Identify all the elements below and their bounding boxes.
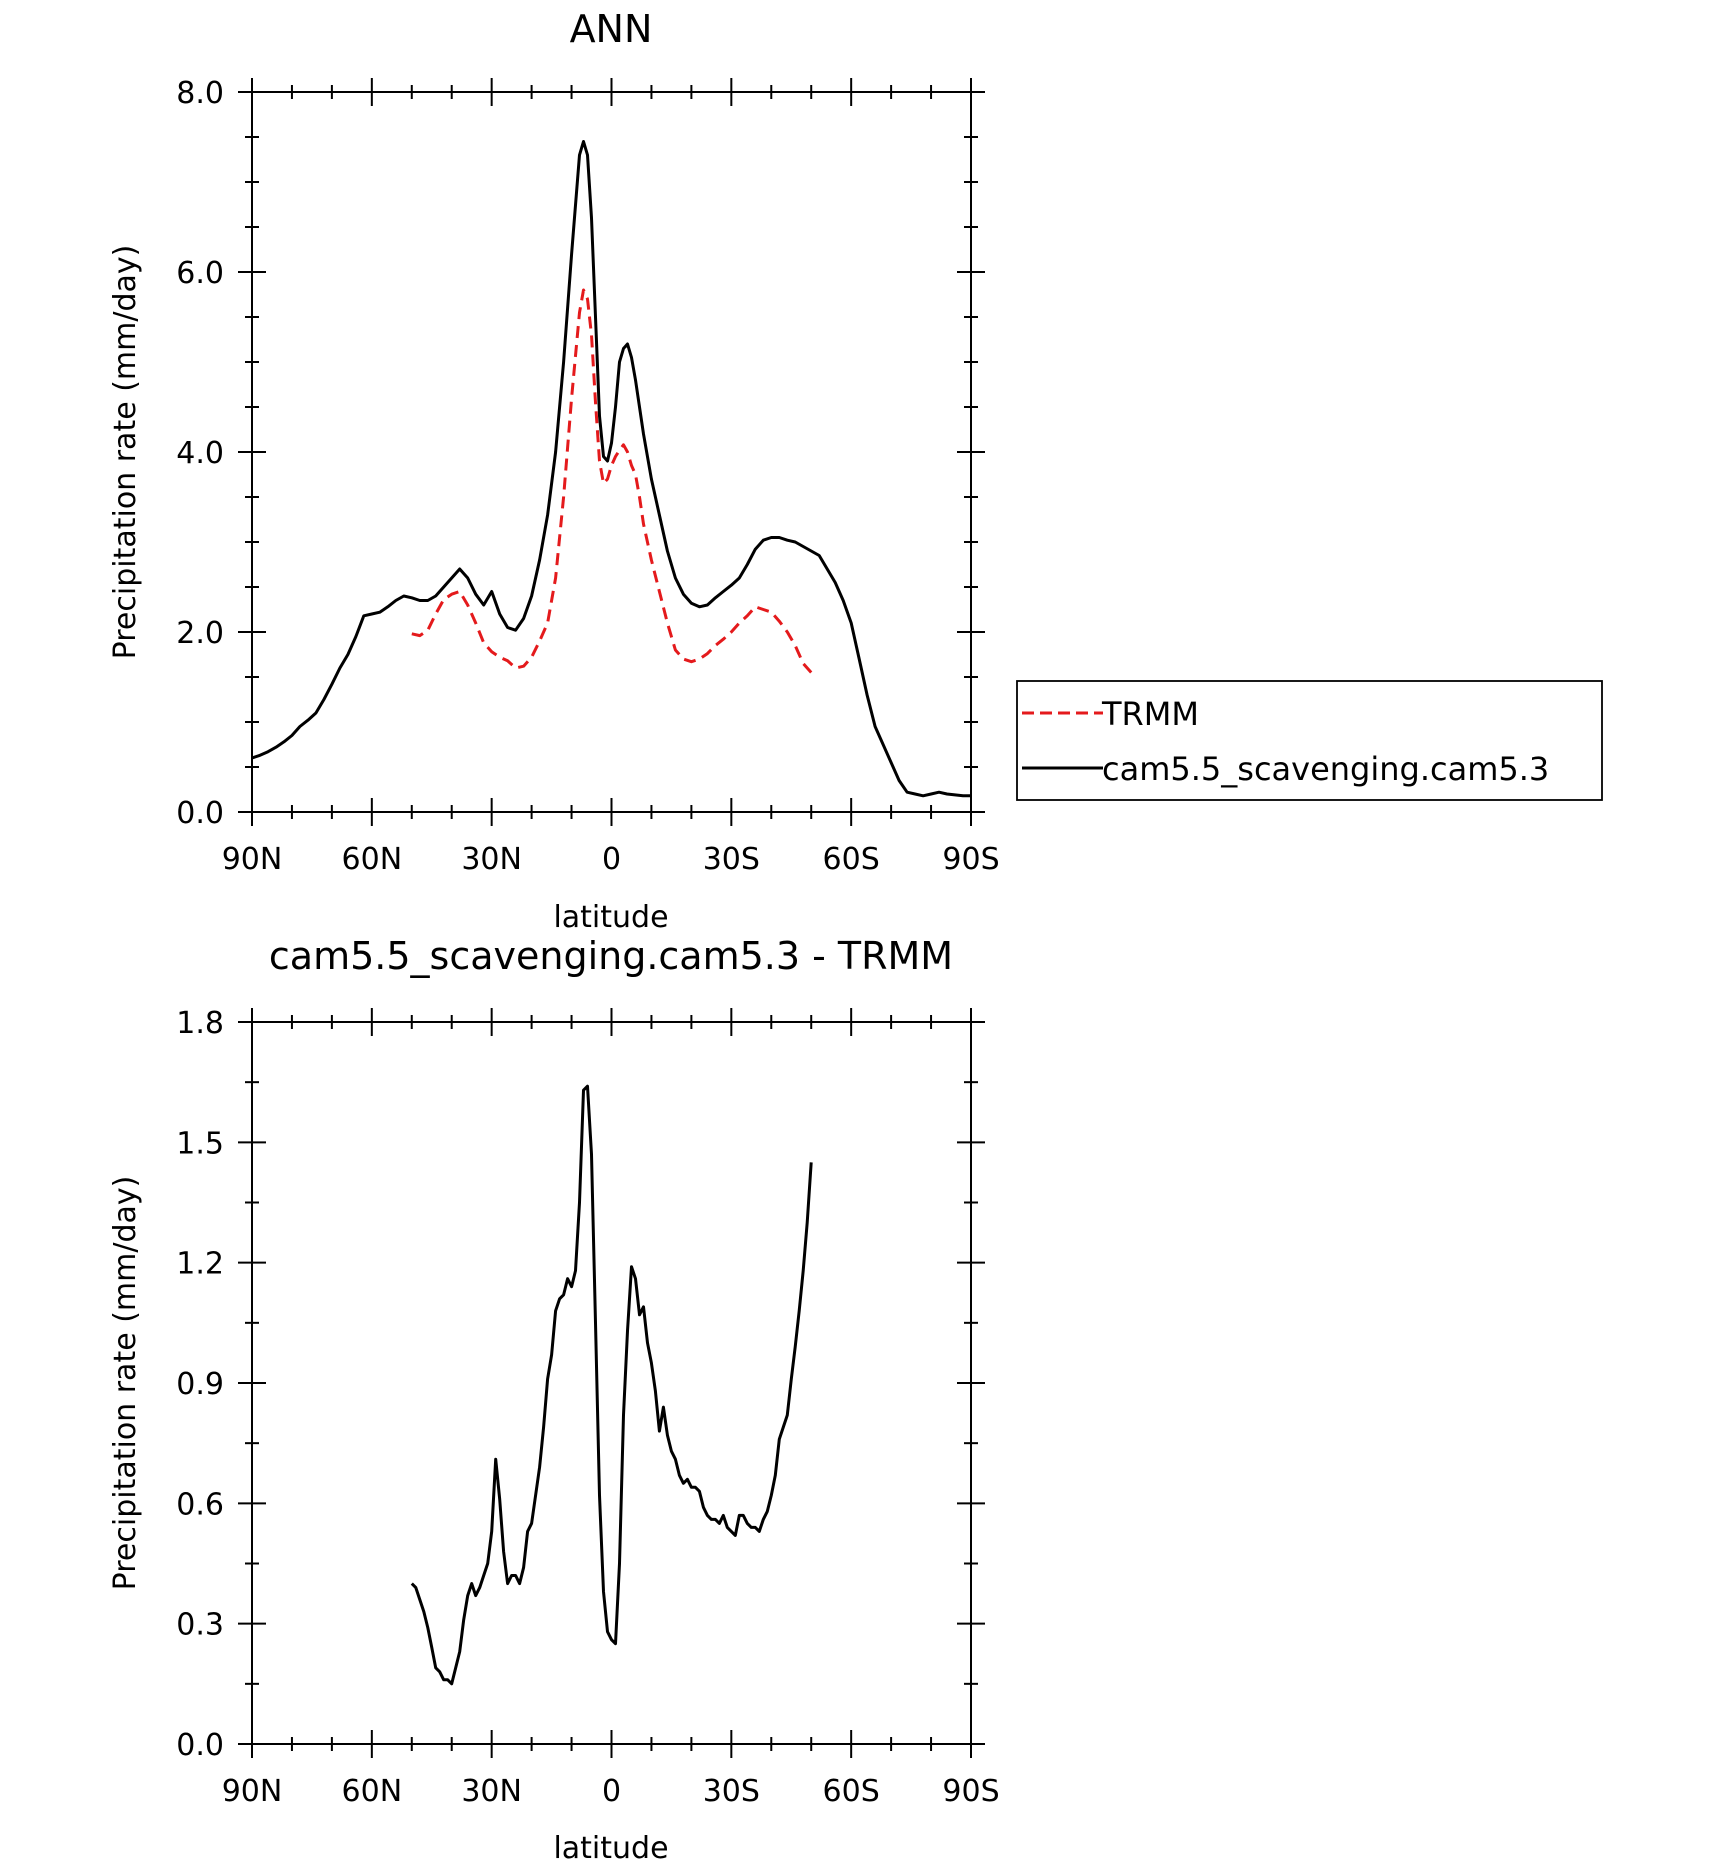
top-axis-ticks: 90N 60N 30N 0 30S 60S 90S 0.0 2.0 4.0 6.0 8.0	[176, 76, 999, 877]
x-tick-label: 0	[602, 842, 621, 877]
x-tick-label: 30N	[461, 842, 522, 877]
y-tick-label: 0.3	[176, 1608, 224, 1643]
top-x-axis-label: latitude	[553, 900, 668, 935]
bottom-plot-marks	[410, 1084, 813, 1686]
x-tick-label: 60S	[823, 842, 880, 877]
bottom-axis-ticks: 90N 60N 30N 0 30S 60S 90S 0.0 0.3 0.6 0.9 1.2 1.5 1.8	[176, 1006, 999, 1809]
bottom-series-line-0	[410, 1084, 813, 1686]
y-tick-label: 4.0	[176, 436, 224, 471]
bottom-y-axis-label: Precipitation rate (mm/day)	[108, 1176, 143, 1591]
bottom-chart-title: cam5.5_scavenging.cam5.3 - TRMM	[269, 934, 953, 978]
y-tick-label: 1.5	[176, 1126, 224, 1161]
top-plot-frame	[251, 91, 972, 813]
y-tick-label: 0.9	[176, 1367, 224, 1402]
top-series-line-trmm	[411, 288, 813, 674]
top-panel: ANN 90N 60N 30N 0 30S 60S 90S 0.0 2.0 4.0 6.0 8.0 l…	[108, 7, 1603, 935]
bottom-panel: cam5.5_scavenging.cam5.3 - TRMM 90N 60N 30…	[108, 934, 1000, 1866]
legend-model-label: cam5.5_scavenging.cam5.3	[1102, 750, 1549, 788]
y-tick-label: 0.6	[176, 1487, 224, 1522]
x-tick-label: 90S	[942, 1774, 999, 1809]
bottom-x-axis-label: latitude	[553, 1831, 668, 1866]
x-tick-label: 30N	[461, 1774, 522, 1809]
y-tick-label: 8.0	[176, 76, 224, 111]
x-tick-label: 30S	[703, 1774, 760, 1809]
x-tick-label: 90S	[942, 842, 999, 877]
y-tick-label: 2.0	[176, 616, 224, 651]
y-tick-label: 1.2	[176, 1247, 224, 1282]
y-tick-label: 0.0	[176, 796, 224, 831]
legend-box	[1016, 680, 1603, 801]
top-plot-marks	[251, 140, 971, 798]
x-tick-label: 60N	[342, 1774, 403, 1809]
x-tick-label: 90N	[222, 1774, 283, 1809]
y-tick-label: 6.0	[176, 256, 224, 291]
top-y-axis-label: Precipitation rate (mm/day)	[108, 245, 143, 660]
x-tick-label: 30S	[703, 842, 760, 877]
bottom-plot-frame	[251, 1021, 972, 1745]
y-tick-label: 0.0	[176, 1728, 224, 1763]
x-tick-label: 0	[602, 1774, 621, 1809]
x-tick-label: 90N	[222, 842, 283, 877]
legend-trmm-label: TRMM	[1101, 695, 1199, 733]
top-chart-title: ANN	[570, 7, 653, 51]
x-tick-label: 60S	[823, 1774, 880, 1809]
legend: TRMM cam5.5_scavenging.cam5.3	[1016, 680, 1603, 801]
y-tick-label: 1.8	[176, 1006, 224, 1041]
x-tick-label: 60N	[342, 842, 403, 877]
top-series-line-cam5-5-scavenging-cam5-3	[251, 140, 971, 798]
